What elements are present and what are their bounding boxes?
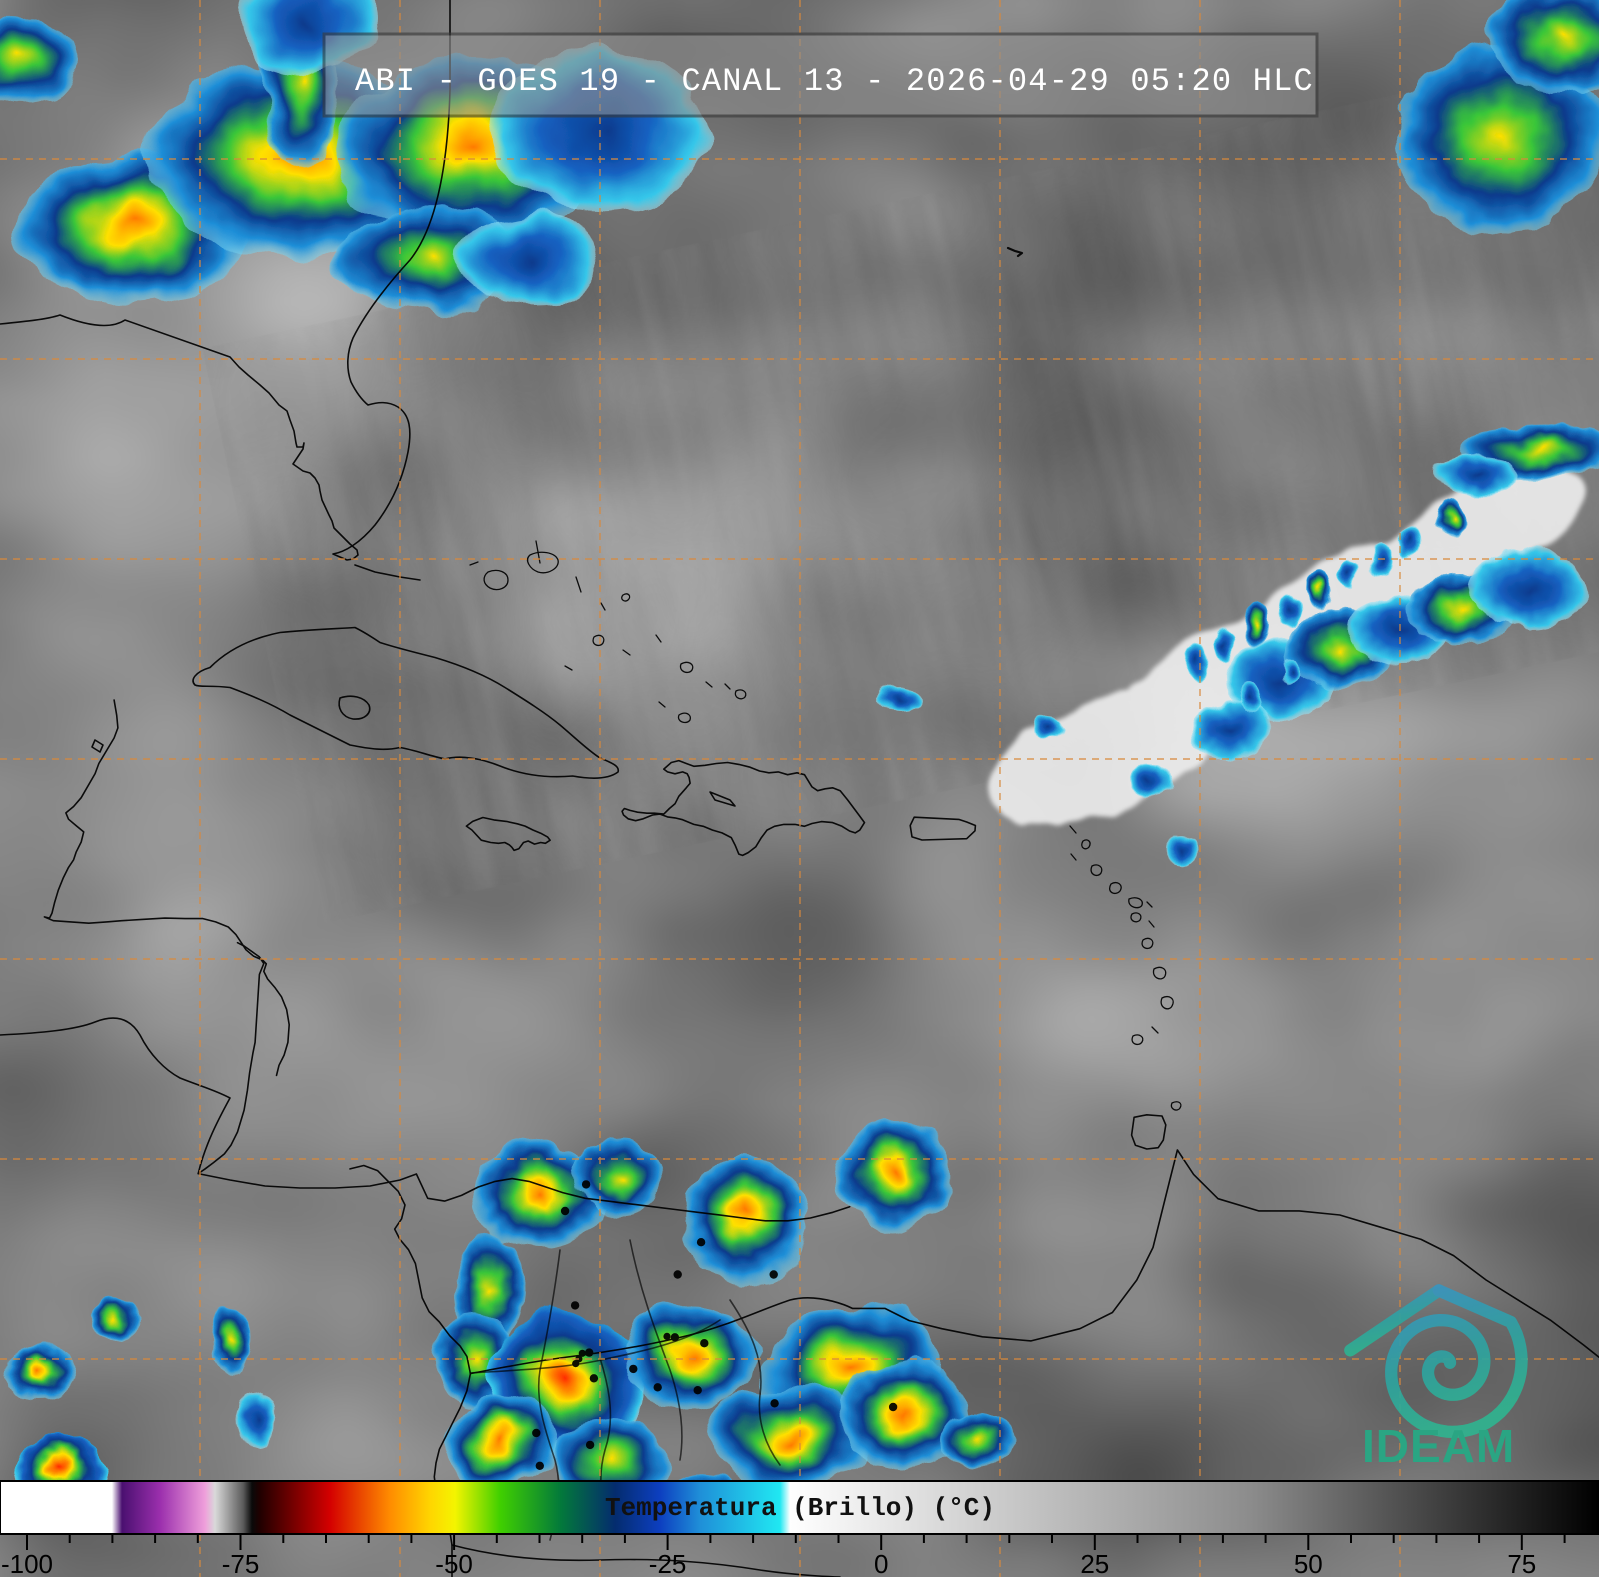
- svg-text:IDEAM: IDEAM: [1362, 1420, 1515, 1472]
